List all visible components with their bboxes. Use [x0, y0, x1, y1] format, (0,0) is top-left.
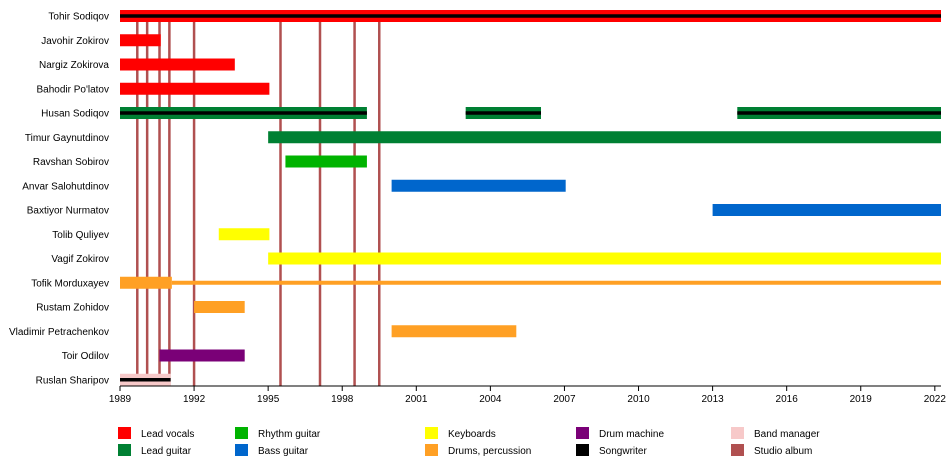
member-label-baxtiyor-nurmatov: Baxtiyor Nurmatov [27, 206, 109, 217]
bar-ravshan-sobirov-rhythm-guitar-0 [285, 155, 367, 168]
legend-label-drum-machine: Drum machine [599, 429, 664, 440]
bar-tofik-morduxayev-drums-0 [120, 276, 172, 289]
bar-bahodir-po-latov-lead-vocals-0 [120, 82, 270, 95]
legend-label-band-manager: Band manager [754, 429, 820, 440]
studio-album-line-7 [353, 10, 356, 386]
legend-label-songwriter: Songwriter [599, 446, 647, 457]
x-tick-label-1998: 1998 [331, 394, 354, 405]
member-label-rustam-zohidov: Rustam Zohidov [36, 303, 109, 314]
legend-swatch-drum-machine [576, 427, 589, 439]
x-tick-label-1995: 1995 [257, 394, 280, 405]
x-tick-label-2004: 2004 [479, 394, 502, 405]
x-tick-label-1989: 1989 [109, 394, 132, 405]
bar-vladimir-petrachenkov-drums-0 [391, 325, 517, 338]
bar-anvar-salohutdinov-bass-guitar-0 [391, 179, 566, 192]
member-label-tofik-morduxayev: Tofik Morduxayev [31, 278, 109, 289]
member-label-timur-gaynutdinov: Timur Gaynutdinov [25, 133, 109, 144]
x-tick-label-2016: 2016 [776, 394, 799, 405]
x-tick-label-2007: 2007 [553, 394, 576, 405]
legend-swatch-studio-album [731, 444, 744, 456]
legend-swatch-keyboards [425, 427, 438, 439]
legend-label-drums: Drums, percussion [448, 446, 531, 457]
member-label-ruslan-sharipov: Ruslan Sharipov [36, 375, 109, 386]
x-tick-label-2013: 2013 [701, 394, 724, 405]
legend-label-lead-guitar: Lead guitar [141, 446, 192, 457]
studio-album-line-0 [136, 10, 139, 386]
legend-label-keyboards: Keyboards [448, 429, 496, 440]
bar-vagif-zokirov-keyboards-0 [268, 252, 941, 265]
legend-label-studio-album: Studio album [754, 446, 812, 457]
studio-album-line-1 [145, 10, 149, 386]
legend-swatch-rhythm-guitar [235, 427, 248, 439]
member-label-ravshan-sobirov: Ravshan Sobirov [33, 157, 109, 168]
legend-label-lead-vocals: Lead vocals [141, 429, 194, 440]
member-label-anvar-salohutdinov: Anvar Salohutdinov [22, 181, 109, 192]
member-label-husan-sodiqov: Husan Sodiqov [41, 109, 109, 120]
legend-swatch-songwriter [576, 444, 589, 456]
studio-album-line-4 [192, 10, 196, 386]
bar-baxtiyor-nurmatov-bass-guitar-0 [712, 204, 941, 216]
legend-swatch-drums [425, 444, 438, 456]
member-label-bahodir-po-latov: Bahodir Po'latov [36, 84, 109, 95]
studio-album-line-2 [158, 10, 161, 386]
member-label-vladimir-petrachenkov: Vladimir Petrachenkov [9, 327, 109, 338]
member-labels: Tohir Sodiqov Javohir Zokirov Nargiz Zokir… [9, 12, 109, 387]
studio-album-line-5 [279, 10, 282, 386]
studio-album-lines [136, 10, 381, 386]
studio-album-line-3 [168, 10, 171, 386]
studio-album-line-6 [318, 10, 322, 386]
studio-album-line-8 [378, 10, 381, 386]
member-label-tolib-quliyev: Tolib Quliyev [52, 230, 109, 241]
member-label-nargiz-zokirova: Nargiz Zokirova [39, 60, 109, 71]
bar-husan-sodiqov-songwriter-stripe-1 [120, 111, 367, 115]
member-bars [120, 10, 941, 386]
x-tick-label-2019: 2019 [850, 394, 873, 405]
legend: Lead vocals Lead guitar Rhythm guitar Bass … [118, 427, 820, 457]
bar-tolib-quliyev-keyboards-0 [218, 228, 270, 241]
bar-ruslan-sharipov-songwriter-stripe-1 [120, 378, 171, 382]
member-label-toir-odilov: Toir Odilov [62, 351, 109, 362]
x-tick-label-2001: 2001 [405, 394, 428, 405]
member-label-tohir-sodiqov: Tohir Sodiqov [48, 12, 109, 23]
member-label-javohir-zokirov: Javohir Zokirov [41, 36, 109, 47]
bar-tofik-morduxayev-drums-1 [171, 280, 941, 285]
x-tick-label-2010: 2010 [627, 394, 650, 405]
legend-label-rhythm-guitar: Rhythm guitar [258, 429, 321, 440]
bar-timur-gaynutdinov-lead-guitar-0 [268, 131, 941, 144]
x-tick-label-1992: 1992 [183, 394, 206, 405]
x-axis: 1989 1992 1995 1998 2001 2004 2007 2010 2013 2016… [109, 385, 947, 405]
x-tick-label-2022: 2022 [924, 394, 947, 405]
bar-toir-odilov-drum-machine-0 [159, 349, 245, 362]
bar-husan-sodiqov-songwriter-stripe-3 [465, 111, 541, 115]
legend-swatch-lead-guitar [118, 444, 131, 456]
legend-swatch-lead-vocals [118, 427, 131, 439]
bar-husan-sodiqov-songwriter-stripe-5 [737, 111, 941, 115]
member-label-vagif-zokirov: Vagif Zokirov [51, 254, 109, 265]
bar-nargiz-zokirova-lead-vocals-0 [120, 58, 235, 71]
bar-tohir-sodiqov-songwriter-stripe-1 [120, 14, 941, 18]
legend-swatch-band-manager [731, 427, 744, 439]
legend-label-bass-guitar: Bass guitar [258, 446, 309, 457]
legend-swatch-bass-guitar [235, 444, 248, 456]
bar-javohir-zokirov-lead-vocals-0 [120, 34, 161, 47]
bar-rustam-zohidov-drums-0 [194, 301, 245, 313]
